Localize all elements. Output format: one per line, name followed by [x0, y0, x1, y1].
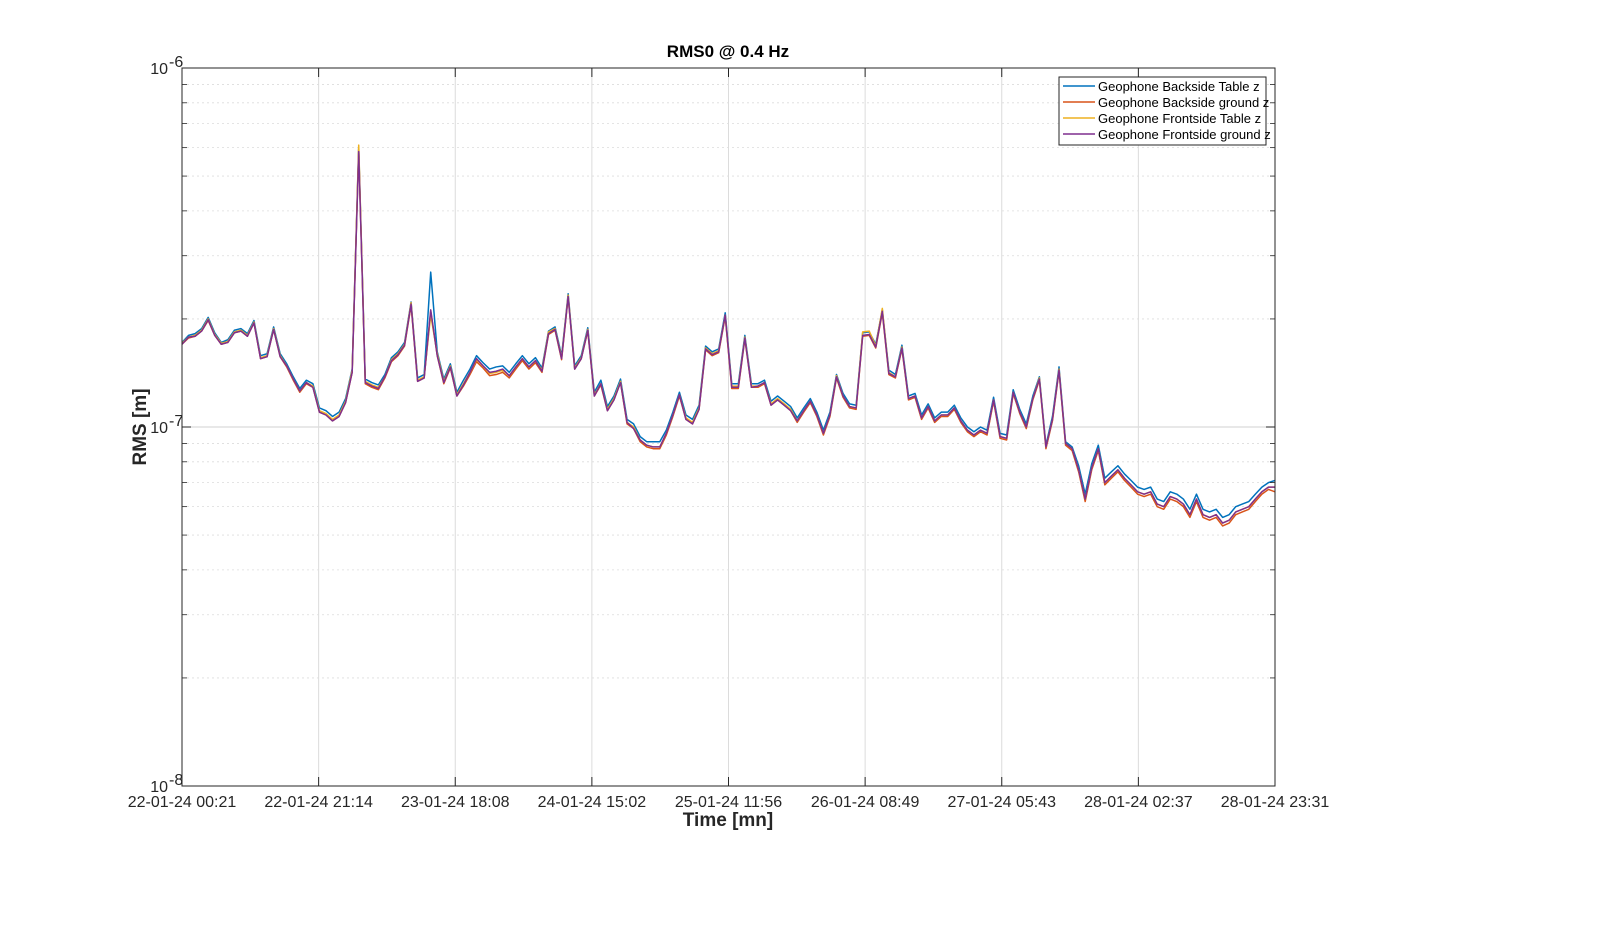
legend-label: Geophone Frontside Table z [1098, 111, 1261, 126]
legend[interactable]: Geophone Backside Table z Geophone Backs… [1058, 76, 1271, 146]
x-tick-label: 28-01-24 23:31 [1221, 794, 1330, 811]
y-tick-exponent: -6 [169, 54, 183, 71]
y-tick-label: 10 -6 [150, 54, 183, 78]
legend-label: Geophone Backside ground z [1098, 95, 1269, 110]
x-tick-label: 25-01-24 11:56 [675, 794, 782, 811]
y-tick-label: 10 -7 [150, 413, 183, 437]
y-tick-base: 10 [150, 420, 168, 437]
series-layer [181, 144, 1276, 527]
x-tick-label: 22-01-24 21:14 [264, 794, 373, 811]
y-tick-exponent: -8 [169, 772, 183, 789]
axis-ticks [181, 67, 1276, 787]
y-tick-labels: 10-810-710-6 [150, 54, 183, 796]
x-tick-label: 24-01-24 15:02 [538, 794, 647, 811]
series-line [181, 150, 1275, 524]
chart-title: RMS0 @ 0.4 Hz [667, 42, 789, 61]
y-tick-base: 10 [150, 61, 168, 78]
x-tick-label: 23-01-24 18:08 [401, 794, 510, 811]
plot-axes: 22-01-24 00:21 22-01-24 21:14 23-01-24 18:… [128, 54, 1330, 811]
x-tick-label: 26-01-24 08:49 [811, 794, 920, 811]
x-tick-label: 27-01-24 05:43 [947, 794, 1056, 811]
legend-item[interactable]: Geophone Backside ground z [1063, 95, 1269, 110]
x-tick-label: 22-01-24 00:21 [128, 794, 237, 811]
y-axis-label: RMS [m] [130, 388, 151, 465]
legend-item[interactable]: Geophone Backside Table z [1063, 79, 1260, 94]
legend-label: Geophone Backside Table z [1098, 79, 1260, 94]
legend-label: Geophone Frontside ground z [1098, 127, 1271, 142]
y-tick-exponent: -7 [169, 413, 183, 430]
legend-item[interactable]: Geophone Frontside Table z [1063, 111, 1261, 126]
y-tick-label: 10 -8 [150, 772, 183, 796]
x-axis-label: Time [mn] [683, 810, 773, 831]
x-tick-label: 28-01-24 02:37 [1084, 794, 1193, 811]
x-tick-labels: 22-01-24 00:21 22-01-24 21:14 23-01-24 18:… [128, 794, 1330, 811]
y-tick-base: 10 [150, 779, 168, 796]
legend-item[interactable]: Geophone Frontside ground z [1063, 127, 1271, 142]
